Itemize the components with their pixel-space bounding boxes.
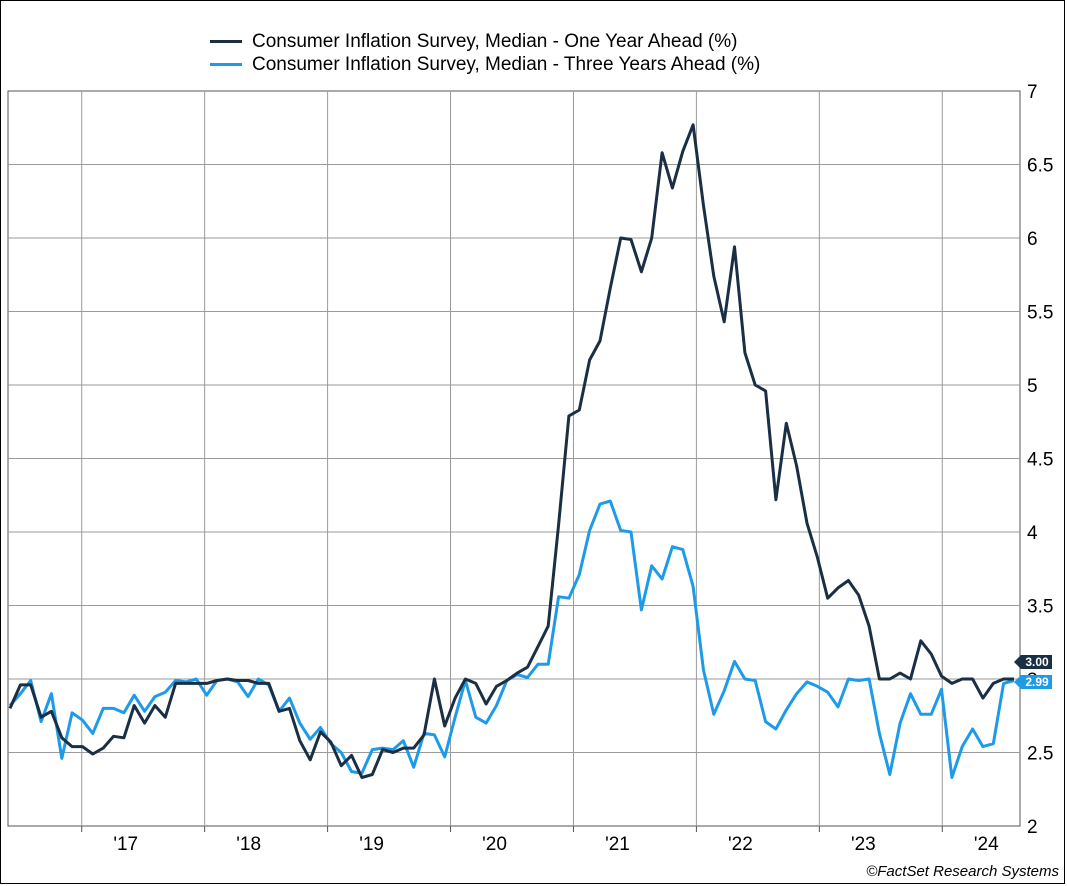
x-tick-label: '19 — [359, 834, 384, 855]
x-tick-label: '17 — [113, 834, 138, 855]
y-tick-label: 2.5 — [1027, 744, 1053, 765]
y-tick-label: 5.5 — [1027, 303, 1053, 324]
y-tick-label: 7 — [1027, 82, 1038, 103]
y-tick-label: 6 — [1027, 229, 1038, 250]
legend-label-one-year: Consumer Inflation Survey, Median - One … — [252, 30, 738, 52]
end-value-one-year: 3.00 — [1025, 655, 1049, 669]
x-tick-label: '21 — [605, 834, 630, 855]
legend: Consumer Inflation Survey, Median - One … — [210, 30, 760, 76]
y-tick-label: 6.5 — [1027, 156, 1053, 177]
y-tick-label: 4.5 — [1027, 450, 1053, 471]
end-value-three-years: 2.99 — [1025, 675, 1049, 689]
source-credit: ©FactSet Research Systems — [866, 863, 1059, 880]
y-tick-label: 2 — [1027, 817, 1038, 838]
series-line-one-year — [8, 123, 1014, 779]
end-badge-one-year — [1014, 655, 1052, 669]
legend-swatch-one-year — [210, 40, 242, 43]
y-tick-label: 3.5 — [1027, 597, 1053, 618]
legend-swatch-three-years — [210, 63, 242, 66]
x-tick-label: '24 — [974, 834, 999, 855]
x-tick-label: '18 — [236, 834, 261, 855]
y-tick-label: 5 — [1027, 376, 1038, 397]
legend-item-three-years: Consumer Inflation Survey, Median - Thre… — [210, 53, 760, 76]
end-badge-three-years — [1014, 675, 1052, 689]
y-tick-label: 4 — [1027, 523, 1038, 544]
x-tick-label: '22 — [728, 834, 753, 855]
series-line-three-years — [8, 499, 1015, 779]
legend-label-three-years: Consumer Inflation Survey, Median - Thre… — [252, 53, 761, 75]
x-tick-label: '23 — [851, 834, 876, 855]
legend-item-one-year: Consumer Inflation Survey, Median - One … — [210, 30, 760, 53]
x-tick-label: '20 — [482, 834, 507, 855]
